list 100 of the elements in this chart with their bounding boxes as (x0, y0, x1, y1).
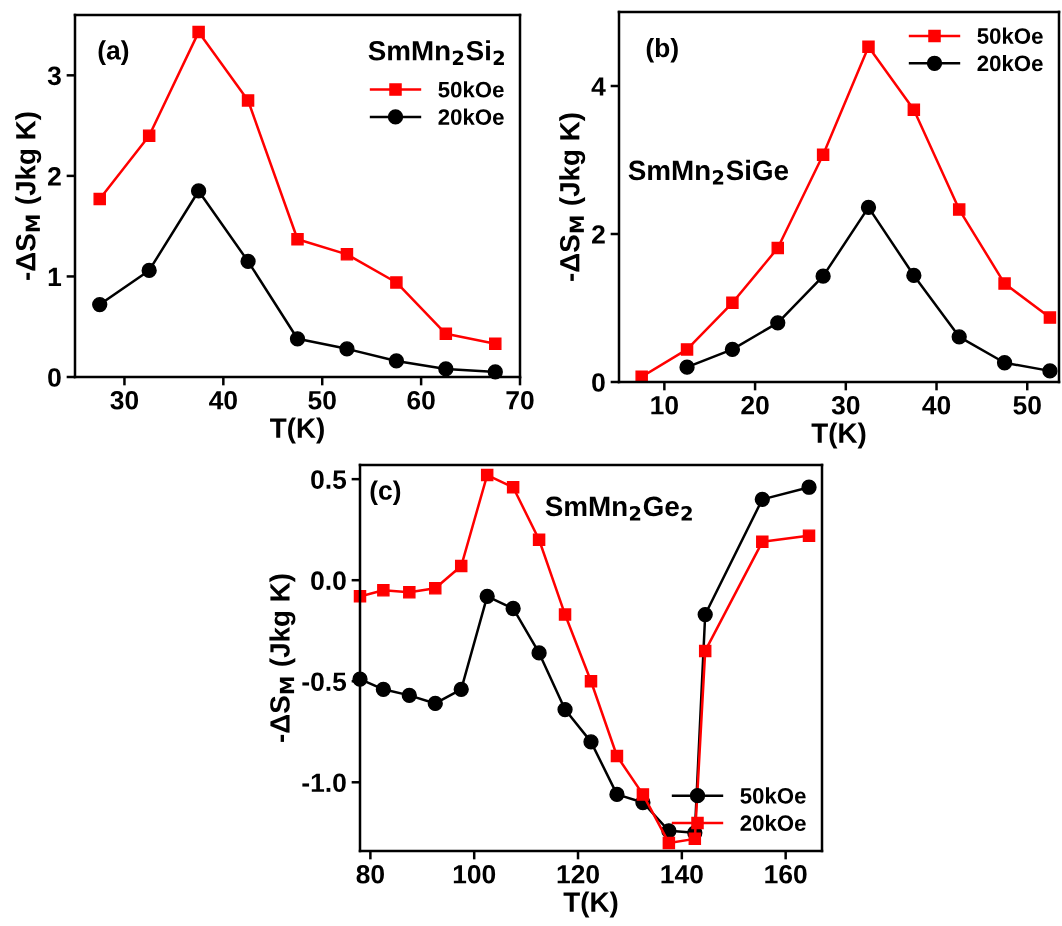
point (390, 276, 403, 289)
annotation: SmMn$_{2}$Si$_{2}$ (368, 40, 504, 65)
point (190, 183, 207, 199)
point (93, 192, 106, 206)
point (906, 267, 922, 284)
point (289, 331, 306, 347)
point (142, 129, 156, 142)
point (438, 361, 454, 377)
point (403, 586, 416, 599)
annotation: (c) (370, 480, 401, 506)
x-tick-label: 20 (741, 395, 769, 415)
point (557, 701, 573, 718)
legend-label: 50kOe (977, 27, 1043, 44)
y-tick-label: 0 (592, 373, 605, 392)
point (453, 681, 469, 697)
point (862, 40, 875, 54)
y-tick-label: 4 (591, 77, 606, 96)
point (726, 296, 739, 310)
x-tick-label: 40 (922, 395, 951, 415)
point (192, 25, 205, 39)
x-axis-title: T(K) (563, 891, 618, 918)
annotation: SmMn$_{2}$Ge$_{2}$ (545, 496, 692, 521)
point (998, 277, 1011, 290)
annotation: (b) (646, 37, 678, 63)
point (698, 644, 712, 658)
x-tick-label: 40 (209, 390, 237, 410)
y-tick-label: 2 (592, 225, 605, 244)
point (688, 832, 702, 846)
point (532, 533, 546, 547)
point (636, 788, 650, 801)
x-tick-label: 120 (557, 864, 599, 884)
y-tick-label: -1.0 (302, 773, 346, 793)
x-tick-label: 50 (308, 390, 336, 410)
point (454, 559, 468, 573)
x-tick-label: 30 (110, 390, 139, 410)
y-axis-title: -ΔS$_{M}$ (Jkg K) (559, 113, 586, 281)
point (1042, 363, 1058, 379)
point (375, 681, 391, 697)
legend-label: 20kOe (740, 814, 806, 832)
x-tick-label: 60 (407, 390, 435, 410)
point (241, 94, 255, 107)
point (756, 535, 769, 549)
point (610, 749, 624, 763)
point (771, 241, 785, 255)
annotation: SmMn$_{2}$SiGe (628, 159, 789, 185)
point (141, 262, 157, 279)
point (1043, 311, 1057, 324)
y-axis-title: -ΔS$_{M}$ (Jkg K) (269, 574, 296, 742)
point (697, 606, 713, 623)
y-tick-label: 0 (48, 368, 61, 387)
x-tick-label: 160 (765, 864, 807, 884)
y-tick-label: -0.5 (302, 672, 347, 692)
y-axis-title: -ΔS$_{M}$ (Jkg K) (15, 112, 42, 280)
x-tick-label: 30 (831, 395, 860, 415)
point (531, 645, 547, 661)
point (754, 491, 770, 507)
point (952, 203, 966, 216)
point (680, 343, 694, 356)
point (996, 355, 1013, 371)
y-tick-label: 1 (48, 267, 62, 287)
y-tick-label: 0.0 (311, 571, 346, 591)
point (816, 148, 830, 162)
point (480, 468, 494, 482)
x-tick-label: 50 (1013, 395, 1041, 415)
point (240, 253, 256, 270)
point (340, 248, 354, 261)
x-tick-label: 140 (661, 864, 703, 884)
point (339, 341, 355, 357)
legend-label: 20kOe (977, 54, 1043, 72)
point (401, 687, 417, 704)
point (609, 786, 625, 803)
point (770, 315, 786, 331)
point (479, 588, 495, 605)
point (583, 734, 599, 750)
x-tick-label: 100 (453, 864, 496, 884)
annotation: (a) (98, 40, 129, 65)
x-tick-label: 80 (356, 864, 384, 884)
x-tick-label: 10 (651, 395, 678, 415)
point (377, 584, 390, 597)
point (907, 103, 921, 116)
point (92, 296, 108, 313)
point (860, 199, 877, 215)
x-axis-title: T(K) (270, 417, 324, 444)
legend-label: 50kOe (740, 787, 806, 804)
y-tick-label: 3 (47, 66, 61, 86)
point (584, 674, 598, 688)
point (815, 268, 831, 284)
point (679, 359, 695, 375)
y-tick-label: 0.5 (311, 470, 347, 489)
point (662, 836, 676, 850)
point (291, 232, 304, 246)
x-axis-title: T(K) (811, 422, 866, 449)
point (951, 329, 967, 345)
point (802, 529, 816, 542)
point (427, 695, 443, 712)
legend-label: 20kOe (438, 108, 504, 125)
point (439, 327, 453, 341)
point (429, 582, 442, 595)
point (506, 480, 520, 494)
point (505, 600, 521, 617)
